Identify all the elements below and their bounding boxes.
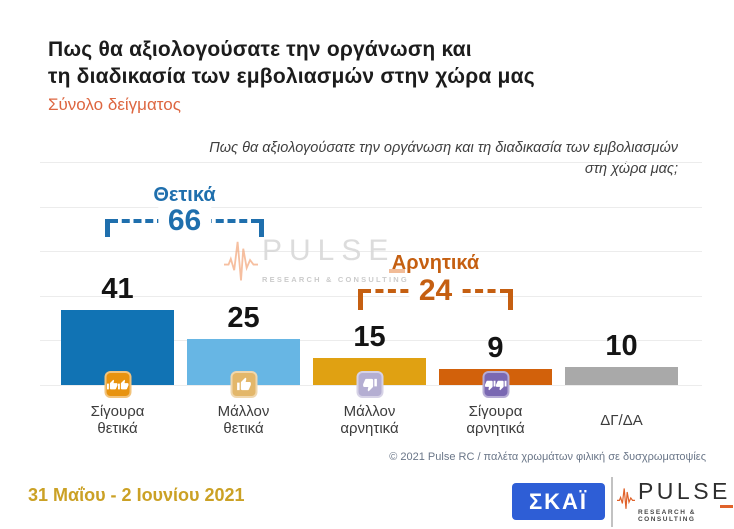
bar-group: 41 Σίγουρα θετικά — [61, 0, 174, 437]
sample-subtitle: Σύνολο δείγματος — [48, 95, 181, 114]
watermark-tagline: RESEARCH & CONSULTING — [262, 275, 409, 284]
positive-total: 66 — [157, 206, 212, 236]
bar-value-label: 25 — [227, 302, 260, 334]
page-title: Πως θα αξιολογούσατε την οργάνωση και τη… — [48, 36, 535, 90]
watermark-brand: PULSE — [262, 234, 396, 267]
watermark-accent-bar — [388, 269, 405, 273]
category-label: Σίγουρα θετικά — [90, 403, 145, 437]
thumbs-down-icon — [362, 378, 377, 392]
thumbs-up-icon — [106, 379, 118, 389]
page-title-line2: τη διαδικασία των εμβολιασμών στην χώρα … — [48, 65, 535, 88]
pulse-logo-tagline: RESEARCH & CONSULTING — [637, 509, 696, 523]
chart-question: Πως θα αξιολογούσατε την οργάνωση και τη… — [130, 138, 678, 180]
gridline — [40, 340, 702, 341]
bar-value-label: 10 — [605, 330, 638, 362]
negative-total: 24 — [408, 276, 463, 306]
pulse-waveform-icon — [617, 488, 635, 509]
skai-logo: ΣΚΑΪ — [512, 483, 605, 520]
thumbs-up-icon — [236, 377, 251, 391]
chart-question-line2: στη χώρα μας; — [584, 161, 678, 177]
page-title-line1: Πως θα αξιολογούσατε την οργάνωση και — [48, 38, 472, 61]
bar-value-label: 9 — [487, 332, 504, 364]
thumbs-down-icon — [495, 380, 507, 390]
gridline — [40, 296, 702, 297]
positive-bracket: 66 — [105, 206, 264, 237]
bar-value-label: 41 — [101, 273, 134, 305]
positive-group-label: Θετικά — [153, 184, 216, 206]
badge-thumbs-up — [230, 371, 257, 398]
pulse-watermark: PULSE RESEARCH & CONSULTING — [224, 234, 409, 286]
bar-group: 10 ΔΓ/ΔΑ — [565, 0, 678, 429]
negative-group-label: Αρνητικά — [391, 252, 480, 274]
category-label: Μάλλον αρνητικά — [340, 403, 399, 437]
bar-group: 25 Μάλλον θετικά — [187, 0, 300, 437]
pulse-logo-accent-bar — [719, 505, 733, 508]
badge-thumbs-down — [356, 371, 383, 398]
pulse-logo-brand: PULSE — [637, 478, 731, 504]
bar-value-label: 15 — [353, 321, 386, 353]
survey-dates: 31 Μαΐου - 2 Ιουνίου 2021 — [28, 485, 245, 505]
category-label: Σίγουρα αρνητικά — [466, 403, 525, 437]
category-label: ΔΓ/ΔΑ — [600, 411, 643, 429]
gridline — [40, 251, 702, 252]
chart-question-line1: Πως θα αξιολογούσατε την οργάνωση και τη… — [209, 140, 678, 156]
gridline — [40, 162, 702, 163]
badge-thumbs-up — [104, 371, 131, 398]
badge-thumbs-down — [482, 371, 509, 398]
bar-group: 15 Μάλλον αρνητικά — [313, 0, 426, 437]
negative-bracket: 24 — [358, 276, 513, 310]
thumbs-up-icon — [117, 379, 129, 389]
bar — [565, 367, 678, 385]
logo-divider — [611, 477, 613, 527]
thumbs-down-icon — [484, 380, 496, 390]
category-label: Μάλλον θετικά — [217, 403, 270, 437]
gridline — [40, 207, 702, 208]
pulse-logo: PULSE RESEARCH & CONSULTING — [617, 478, 734, 523]
bar-group: 9 Σίγουρα αρνητικά — [439, 0, 552, 437]
copyright-note: © 2021 Pulse RC / παλέτα χρωμάτων φιλική… — [389, 451, 706, 463]
pulse-waveform-icon — [224, 241, 258, 281]
